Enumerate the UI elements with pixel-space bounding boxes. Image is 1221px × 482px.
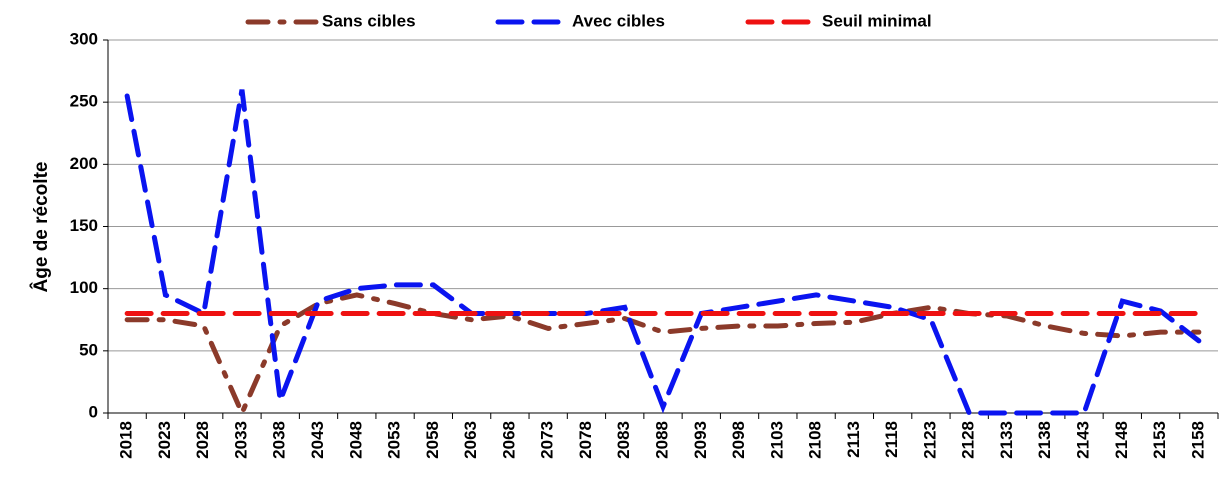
x-tick-label: 2118: [882, 421, 901, 458]
x-tick-label: 2078: [576, 421, 595, 459]
x-tick-label: 2098: [729, 421, 748, 459]
y-tick-label: 0: [89, 402, 98, 421]
line-series: [124, 292, 1202, 420]
x-tick-label: 2073: [538, 421, 557, 459]
x-tick-label: 2018: [117, 421, 136, 459]
x-tick-label: 2068: [499, 421, 518, 459]
x-tick-label: 2103: [767, 421, 786, 459]
y-tick-label: 300: [70, 29, 98, 48]
x-tick-label: 2083: [614, 421, 633, 459]
y-axis-label: Âge de récolte: [30, 162, 52, 293]
legend-label: Sans cibles: [322, 11, 416, 30]
x-tick-label: 2113: [844, 421, 863, 458]
y-tick-label: 50: [79, 340, 98, 359]
x-tick-label: 2153: [1150, 421, 1169, 459]
x-tick-label: 2148: [1112, 421, 1131, 459]
x-tick-label: 2158: [1188, 421, 1207, 459]
x-tick-label: 2028: [193, 421, 212, 459]
x-tick-label: 2058: [423, 421, 442, 459]
y-tick-label: 250: [70, 92, 98, 111]
legend-label: Seuil minimal: [822, 11, 932, 30]
x-tick-label: 2038: [270, 421, 289, 459]
legend-label: Avec cibles: [572, 11, 665, 30]
x-tick-label: 2143: [1074, 421, 1093, 459]
x-tick-label: 2053: [385, 421, 404, 459]
x-tick-label: 2138: [1035, 421, 1054, 459]
x-tick-label: 2123: [920, 421, 939, 459]
y-tick-label: 100: [70, 278, 98, 297]
y-tick-label: 200: [70, 154, 98, 173]
x-tick-label: 2063: [461, 421, 480, 459]
x-tick-label: 2033: [231, 421, 250, 459]
line-series: [124, 89, 1202, 416]
x-tick-label: 2048: [346, 421, 365, 459]
x-tick-label: 2128: [959, 421, 978, 459]
y-tick-label: 150: [70, 216, 98, 235]
x-tick-label: 2108: [806, 421, 825, 459]
x-tick-label: 2133: [997, 421, 1016, 459]
x-tick-label: 2088: [652, 421, 671, 459]
x-tick-label: 2093: [691, 421, 710, 459]
x-tick-label: 2023: [155, 421, 174, 459]
x-tick-label: 2043: [308, 421, 327, 459]
